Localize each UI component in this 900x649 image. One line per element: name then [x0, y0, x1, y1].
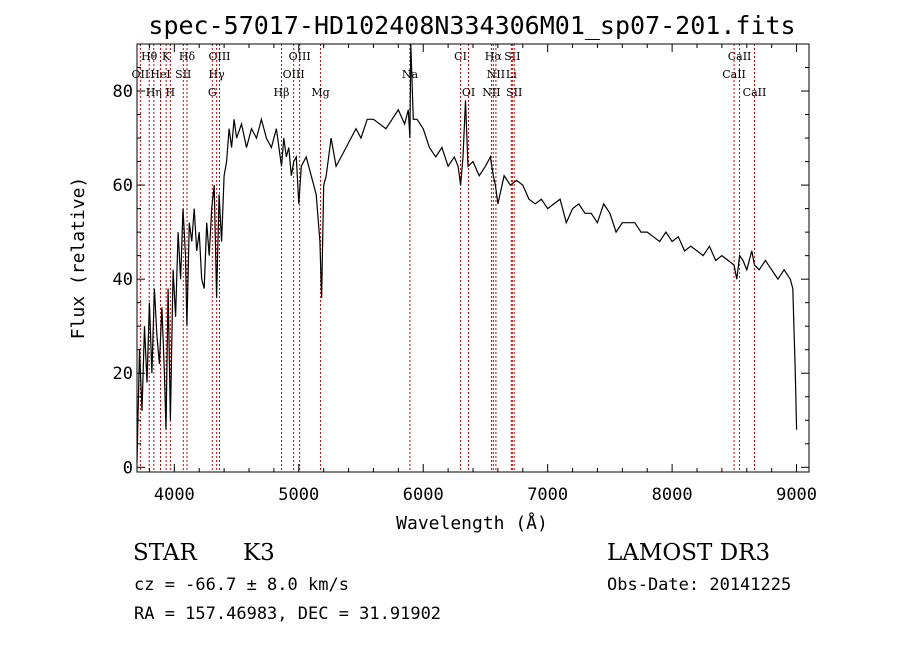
marker-label: OIII	[208, 50, 230, 63]
y-axis: 0 20 40 60 80	[113, 67, 809, 478]
obs-date: Obs-Date: 20141225	[607, 575, 791, 595]
x-tick-label: 9000	[776, 485, 817, 505]
marker-label: OII	[132, 68, 150, 81]
y-tick-label: 60	[113, 176, 133, 196]
survey-name: LAMOST DR3	[607, 540, 770, 566]
redshift-cz: cz = -66.7 ± 8.0 km/s	[134, 575, 349, 595]
y-tick-label: 20	[113, 364, 133, 384]
marker-label: SII	[506, 86, 522, 99]
marker-label: Hθ	[141, 50, 158, 63]
marker-label: OIII	[283, 68, 305, 81]
coordinates: RA = 157.46983, DEC = 31.91902	[134, 604, 441, 624]
plot-frame	[136, 43, 810, 473]
marker-label: Hη	[146, 86, 162, 99]
object-class: STAR	[133, 540, 197, 566]
series-line-flux	[136, 43, 798, 463]
x-tick-label: 7000	[527, 485, 568, 505]
marker-label: Mg	[311, 86, 329, 99]
marker-label: Li	[506, 68, 517, 81]
marker-label: NII	[487, 68, 505, 81]
marker-label: Hα	[485, 50, 503, 63]
y-tick-label: 80	[113, 82, 133, 102]
x-tick-label: 5000	[278, 485, 319, 505]
x-axis-label: Wavelength (Å)	[396, 512, 548, 534]
y-tick-label: 0	[123, 458, 133, 478]
y-axis-label: Flux (relative)	[68, 177, 89, 340]
marker-label: H	[166, 86, 176, 99]
marker-label: K	[162, 50, 171, 63]
marker-label: CI	[454, 50, 467, 63]
x-axis: 4000 5000 6000 7000 8000 9000	[148, 44, 817, 505]
y-tick-label: 40	[113, 270, 133, 290]
marker-label: OIII	[289, 50, 311, 63]
chart-title: spec-57017-HD102408N334306M01_sp07-201.f…	[148, 11, 795, 40]
marker-label: SII	[504, 50, 520, 63]
marker-label: Hβ	[274, 86, 290, 99]
marker-label: NII	[482, 86, 500, 99]
marker-label: G	[208, 86, 217, 99]
x-tick-label: 8000	[652, 485, 693, 505]
marker-label: OI	[462, 86, 475, 99]
marker-label: CaII	[743, 86, 767, 99]
marker-label: Hδ	[179, 50, 196, 63]
x-tick-label: 4000	[154, 485, 195, 505]
marker-label: HeI	[150, 68, 170, 81]
marker-label: CaII	[728, 50, 752, 63]
marker-label: Hγ	[209, 68, 226, 81]
x-tick-label: 6000	[403, 485, 444, 505]
marker-label: CaII	[722, 68, 746, 81]
object-subclass: K3	[243, 540, 275, 566]
marker-label: SII	[175, 68, 191, 81]
